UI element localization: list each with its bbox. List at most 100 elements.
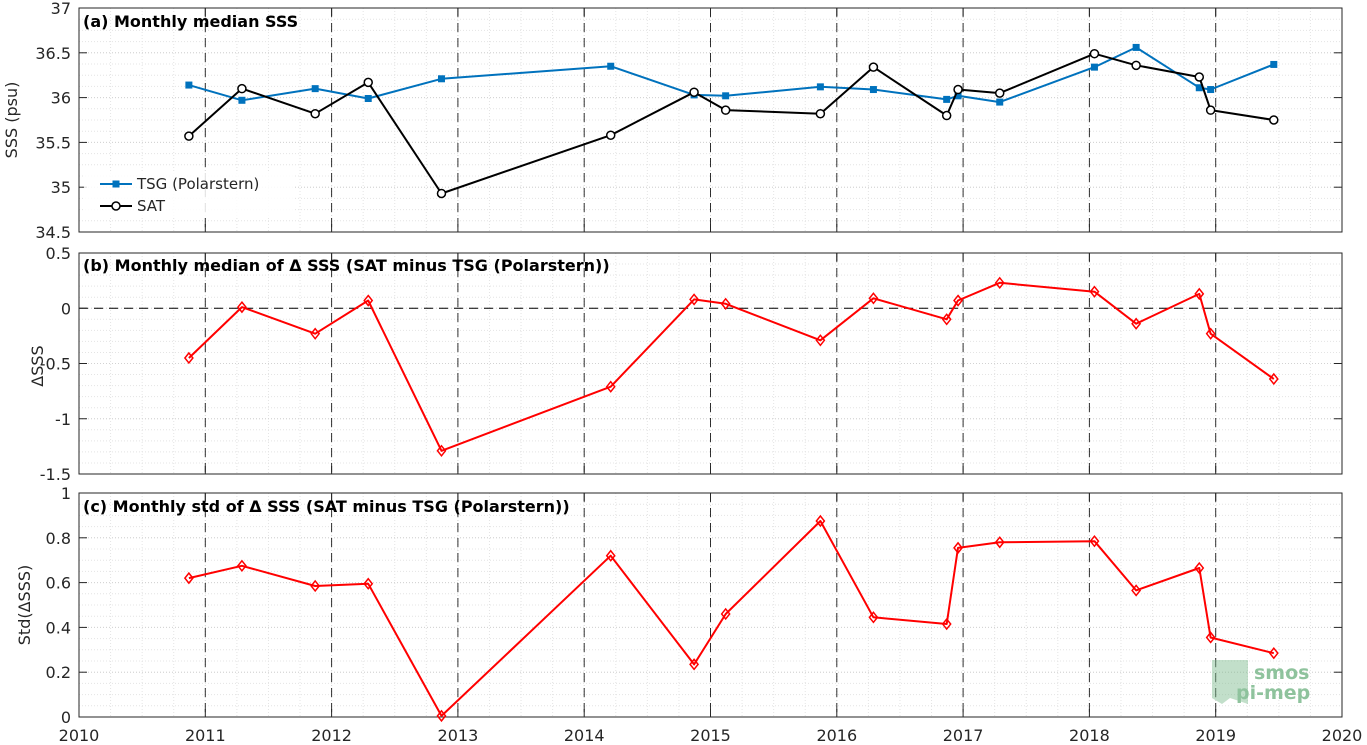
data-point	[1194, 72, 1205, 82]
data-point	[953, 541, 964, 555]
y-tick-label: 35.5	[35, 133, 71, 152]
data-point	[1205, 631, 1216, 644]
x-tick-label: 2011	[185, 726, 226, 745]
data-point	[689, 658, 700, 671]
data-point	[363, 77, 373, 88]
x-tick-label: 2013	[438, 726, 479, 745]
series-line	[188, 520, 1275, 717]
data-point	[237, 83, 247, 94]
y-tick-label: 0	[61, 299, 71, 318]
logo-line2: pi-mep	[1236, 682, 1310, 704]
panel-a-legend: TSG (Polarstern) SAT	[84, 172, 294, 216]
logo-wave-shape	[1212, 660, 1248, 704]
data-point	[1268, 646, 1279, 660]
x-tick-label: 2015	[690, 726, 731, 745]
data-point	[607, 62, 615, 70]
data-point	[994, 276, 1005, 290]
data-point	[183, 571, 194, 585]
data-point	[605, 380, 616, 393]
panel-b-title: (b) Monthly median of Δ SSS (SAT minus T…	[83, 256, 610, 275]
data-point	[816, 83, 824, 91]
panel-c-ylabel: Std(ΔSSS)	[15, 565, 34, 645]
data-point	[868, 292, 879, 305]
y-tick-label: 0.4	[46, 618, 71, 637]
series-c-0	[183, 514, 1279, 723]
data-point	[364, 94, 372, 102]
data-point	[720, 297, 731, 311]
x-tick-label: 2012	[311, 726, 352, 745]
data-point	[1131, 584, 1142, 597]
data-point	[310, 579, 321, 593]
y-tick-label: 0.8	[46, 529, 71, 548]
y-tick-label: 0.5	[46, 244, 71, 263]
plot-layer: 34.53535.53636.537-1.5-1-0.500.500.20.40…	[35, 0, 1362, 745]
series-a-1	[184, 48, 1279, 199]
y-tick-label: 37	[51, 0, 71, 18]
data-point	[1131, 317, 1142, 330]
legend-tsg-label: TSG (Polarstern)	[136, 175, 259, 193]
data-point	[1269, 115, 1279, 125]
panel-a-titles: (a) Monthly median SSS SSS (psu)	[2, 12, 298, 158]
panel-b-titles: (b) Monthly median of Δ SSS (SAT minus T…	[28, 256, 610, 387]
data-point	[310, 327, 321, 340]
panel-c-titles: (c) Monthly std of Δ SSS (SAT minus TSG …	[15, 497, 570, 645]
legend-tsg-marker	[112, 180, 120, 188]
data-point	[868, 62, 879, 72]
data-point	[941, 110, 952, 121]
y-tick-label: 0	[61, 708, 71, 727]
y-tick-label: 0.6	[46, 574, 71, 593]
data-point	[363, 294, 374, 307]
data-point	[437, 75, 445, 83]
data-point	[184, 131, 194, 141]
x-tick-label: 2016	[816, 726, 857, 745]
panel-a-ylabel: SSS (psu)	[2, 82, 21, 159]
data-point	[941, 313, 952, 326]
data-point	[436, 709, 447, 723]
y-tick-label: 35	[51, 178, 71, 197]
x-tick-label: 2018	[1069, 726, 1110, 745]
data-point	[689, 293, 700, 306]
data-point	[1089, 285, 1100, 298]
data-point	[185, 81, 193, 89]
legend-sat-label: SAT	[137, 197, 166, 215]
panel-a-title: (a) Monthly median SSS	[83, 12, 298, 31]
legend-sat-marker	[111, 201, 121, 211]
panel-a: 34.5 35 35.5 36 36.5 37	[35, 0, 1343, 242]
data-point	[689, 87, 699, 97]
y-tick-label: -1	[55, 410, 71, 429]
data-point	[815, 514, 826, 528]
data-point	[183, 351, 194, 365]
data-point	[941, 617, 952, 631]
data-point	[436, 444, 447, 457]
data-point	[605, 130, 616, 140]
x-tick-label: 2017	[943, 726, 984, 745]
data-point	[1131, 60, 1141, 71]
data-point	[996, 98, 1004, 106]
data-point	[436, 188, 447, 199]
data-point	[943, 95, 951, 103]
y-tick-label: -0.5	[40, 355, 71, 374]
x-tick-label: 2010	[59, 726, 100, 745]
data-point	[720, 607, 731, 621]
series-a-0	[185, 43, 1278, 106]
series-line	[188, 46, 1275, 104]
data-point	[605, 549, 616, 562]
data-point	[1089, 534, 1100, 548]
data-point	[238, 96, 246, 104]
data-point	[953, 84, 963, 95]
y-tick-label: -1.5	[40, 465, 71, 484]
data-point	[994, 88, 1005, 98]
data-point	[720, 105, 731, 115]
data-point	[953, 294, 964, 307]
data-point	[1194, 561, 1205, 575]
panel-c-title: (c) Monthly std of Δ SSS (SAT minus TSG …	[83, 497, 570, 516]
data-point	[1207, 86, 1215, 94]
data-point	[722, 92, 730, 100]
data-point	[1194, 287, 1205, 301]
data-point	[994, 536, 1005, 549]
data-point	[1205, 105, 1216, 115]
data-point	[1270, 60, 1278, 68]
x-tick-label: 2020	[1322, 726, 1363, 745]
logo-line1: smos	[1254, 662, 1309, 684]
data-point	[1089, 48, 1100, 59]
